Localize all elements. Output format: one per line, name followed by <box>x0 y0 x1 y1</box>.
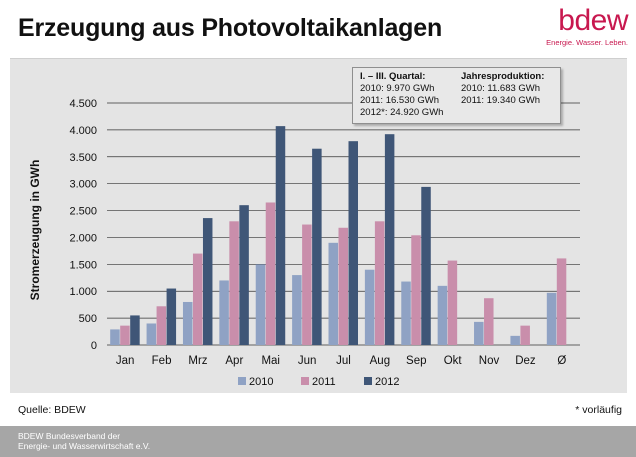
bar-2010 <box>401 281 411 345</box>
info-heading-quarter: I. – III. Quartal: <box>360 71 426 82</box>
info-box: I. – III. Quartal: 2010: 9.970 GWh 2011:… <box>352 67 561 124</box>
x-tick-label: Jan <box>116 355 135 367</box>
bar-2010 <box>292 275 302 345</box>
bar-2011 <box>156 306 167 345</box>
y-tick-label: 2.000 <box>69 232 97 244</box>
info-line: 2010: 11.683 GWh <box>461 83 541 94</box>
legend-swatch-2012 <box>364 377 372 385</box>
y-tick-label: 2.500 <box>69 206 97 218</box>
bar-2011 <box>338 227 348 345</box>
y-tick-label: 0 <box>91 340 97 352</box>
y-tick-label: 1.000 <box>69 286 97 298</box>
y-tick-label: 3.500 <box>69 152 97 164</box>
info-line: 2011: 16.530 GWh <box>360 95 440 106</box>
legend-label-2011: 2011 <box>312 376 336 388</box>
x-tick-label: Aug <box>370 355 390 367</box>
bar-2011 <box>411 235 421 345</box>
bdew-logo: bdew Energie. Wasser. Leben. <box>518 6 628 48</box>
info-heading-annual: Jahresproduktion: <box>461 71 545 82</box>
bar-2012 <box>239 205 249 345</box>
info-line: 2012*: 24.920 GWh <box>360 107 444 118</box>
bar-2012 <box>166 288 177 345</box>
y-tick-label: 1.500 <box>69 259 97 271</box>
y-tick-label: 4.000 <box>69 125 97 137</box>
bar-2010 <box>110 329 120 345</box>
y-tick-label: 500 <box>79 313 97 325</box>
bar-2012 <box>202 218 213 345</box>
page-title: Erzeugung aus Photovoltaikanlagen <box>18 14 443 42</box>
bar-2011 <box>556 258 567 345</box>
x-tick-label: Jun <box>298 355 317 367</box>
bar-2010 <box>546 292 557 345</box>
info-line: 2011: 19.340 GWh <box>461 95 541 106</box>
info-line: 2010: 9.970 GWh <box>360 83 435 94</box>
footer-org-line: Energie- und Wasserwirtschaft e.V. <box>18 441 151 451</box>
bar-2011 <box>484 298 494 345</box>
legend-label-2010: 2010 <box>249 376 273 388</box>
bar-2010 <box>182 301 193 345</box>
bar-2012 <box>421 186 431 345</box>
legend-label-2012: 2012 <box>375 376 399 388</box>
bar-2011 <box>302 224 312 345</box>
preliminary-note: * vorläufig <box>575 404 622 416</box>
bar-2010 <box>219 280 229 345</box>
x-tick-label: Dez <box>515 355 536 367</box>
bar-2011 <box>120 325 130 345</box>
footer-bar: BDEW Bundesverband der Energie- und Wass… <box>0 426 636 457</box>
x-tick-label: Mai <box>261 355 280 367</box>
y-tick-label: 4.500 <box>69 98 97 110</box>
bar-2010 <box>364 269 375 345</box>
x-tick-label: Okt <box>444 355 463 367</box>
x-tick-label: Mrz <box>188 355 207 367</box>
bar-2012 <box>130 315 140 345</box>
bar-2012 <box>275 126 286 345</box>
bar-2011 <box>374 221 385 345</box>
logo-wordmark: bdew <box>558 4 628 37</box>
bar-2011 <box>447 260 458 345</box>
bar-2010 <box>510 335 520 345</box>
y-tick-label: 3.000 <box>69 179 97 191</box>
x-tick-label: Ø <box>557 355 566 367</box>
x-tick-label: Nov <box>479 355 500 367</box>
x-tick-label: Sep <box>406 355 426 367</box>
y-axis-label: Stromerzeugung in GWh <box>28 159 42 301</box>
bar-2010 <box>328 242 338 345</box>
legend-swatch-2011 <box>301 377 309 385</box>
x-tick-label: Feb <box>152 355 172 367</box>
bar-2010 <box>474 321 484 345</box>
bar-2012 <box>312 148 322 345</box>
bar-2012 <box>348 141 358 345</box>
bar-2010 <box>255 264 266 345</box>
legend-swatch-2010 <box>238 377 246 385</box>
bar-2011 <box>192 253 203 345</box>
bar-2011 <box>265 202 276 345</box>
bar-2011 <box>520 325 530 345</box>
bar-2010 <box>437 285 448 345</box>
source-note: Quelle: BDEW <box>18 404 86 416</box>
bar-2011 <box>229 221 239 345</box>
footer-org-line: BDEW Bundesverband der <box>18 431 121 441</box>
bar-2010 <box>146 323 157 345</box>
x-tick-label: Jul <box>336 355 351 367</box>
logo-tagline: Energie. Wasser. Leben. <box>546 38 628 47</box>
bar-2012 <box>384 134 395 345</box>
x-tick-label: Apr <box>225 355 243 367</box>
